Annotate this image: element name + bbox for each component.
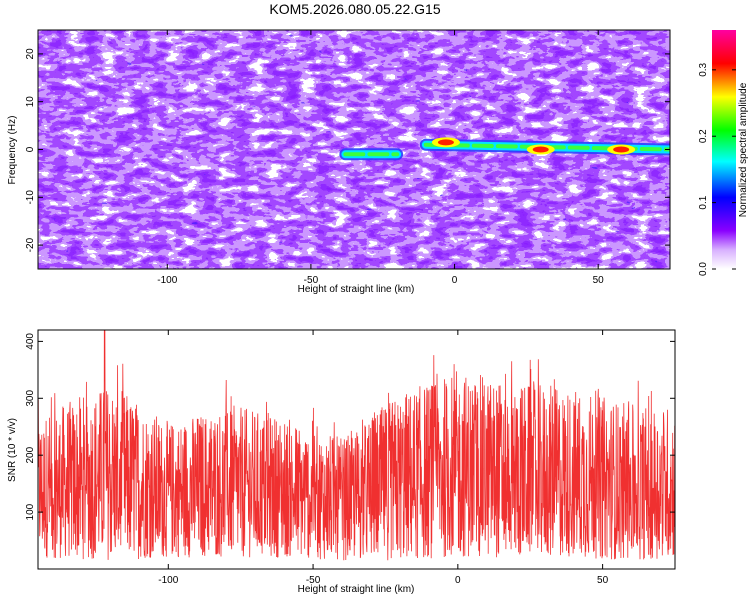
heatmap-y-tick-label: 10 (25, 96, 36, 108)
heatmap-x-tick-label: 50 (593, 275, 605, 286)
snr-x-tick-label: 50 (597, 575, 609, 586)
heatmap-x-tick-label: -100 (157, 275, 177, 286)
snr-x-tick-label: -50 (306, 575, 321, 586)
heatmap-y-tick-label: 0 (25, 146, 36, 152)
snr-line (38, 330, 675, 561)
heatmap-x-ticks: -100 -50 0 50 (157, 30, 604, 286)
snr-y-label: SNR (10 * v/v) (7, 418, 18, 482)
snr-y-tick-label: 300 (25, 390, 36, 407)
snr-frame (37, 329, 676, 570)
colorbar-tick-label: 0.0 (698, 262, 709, 276)
colorbar: 0.0 0.1 0.2 0.3 Normalized spectral amplitu… (698, 30, 749, 276)
chart-title: KOM5.2026.080.05.22.G15 (269, 1, 440, 17)
colorbar-tick-label: 0.2 (698, 129, 709, 143)
snr-panel: -100 -50 0 50 100 200 300 400 Height of straig… (7, 329, 676, 595)
snr-x-tick-label: 0 (455, 575, 461, 586)
snr-series (38, 330, 675, 561)
heatmap-y-tick-label: 20 (25, 48, 36, 60)
colorbar-tick-label: 0.1 (698, 195, 709, 209)
snr-y-tick-label: 200 (25, 446, 36, 463)
heatmap-y-label: Frequency (Hz) (7, 116, 18, 185)
ridge-peak (437, 139, 454, 146)
colorbar-label: Normalized spectral amplitude (738, 82, 749, 217)
snr-x-tick-label: -100 (158, 575, 178, 586)
snr-y-tick-label: 100 (25, 503, 36, 520)
heatmap-y-tick-label: -20 (25, 237, 36, 252)
snr-y-tick-label: 400 (25, 333, 36, 350)
colorbar-ticks: 0.0 0.1 0.2 0.3 (698, 62, 736, 276)
ridge-peak (613, 146, 630, 153)
colorbar-gradient (712, 30, 736, 269)
heatmap-ridge (339, 137, 670, 161)
snr-x-label: Height of straight line (km) (298, 584, 415, 595)
colorbar-tick-label: 0.3 (698, 62, 709, 76)
snr-y-ticks: 100 200 300 400 (25, 333, 675, 520)
heatmap-y-tick-label: -10 (25, 190, 36, 205)
heatmap-x-label: Height of straight line (km) (298, 284, 415, 295)
snr-x-ticks: -100 -50 0 50 (158, 330, 609, 586)
ridge-peak (532, 146, 549, 153)
heatmap-x-tick-label: 0 (452, 275, 458, 286)
heatmap-y-ticks: -20 -10 0 10 20 (25, 48, 670, 252)
heatmap-x-tick-label: -50 (304, 275, 319, 286)
